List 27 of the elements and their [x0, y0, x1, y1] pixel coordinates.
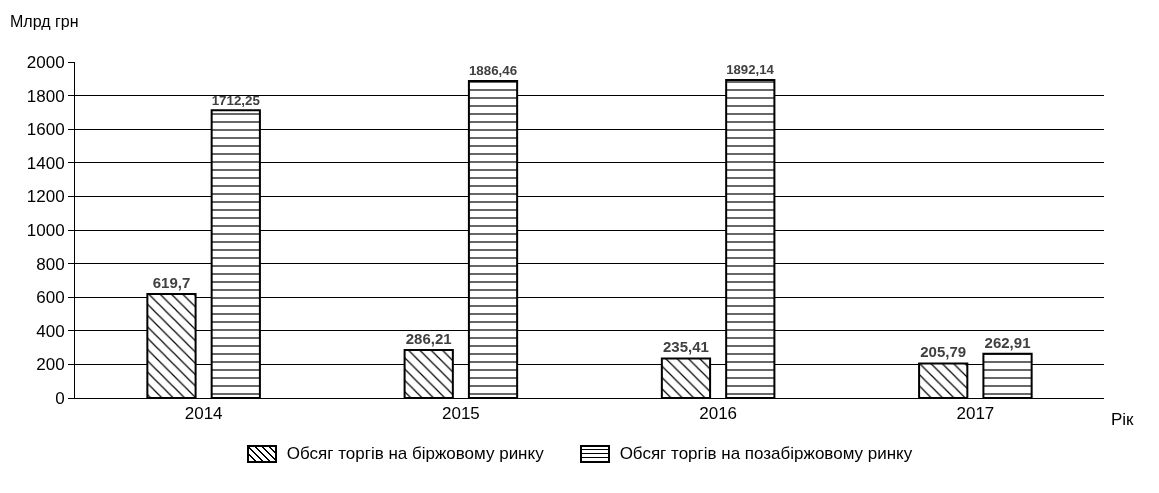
y-tick-label: 800	[36, 254, 65, 274]
data-label: 1892,14	[726, 62, 775, 78]
y-tick-label: 2000	[26, 52, 65, 72]
legend-label: Обсяг торгів на біржовому ринку	[286, 444, 544, 464]
x-axis-title: Рік	[1111, 410, 1135, 429]
data-label: 262,91	[984, 333, 1031, 351]
y-tick-label: 1800	[26, 86, 65, 106]
y-tick-label: 1200	[26, 187, 65, 207]
y-tick-label: 1400	[26, 153, 65, 173]
y-tick-label: 200	[36, 355, 65, 375]
y-tick-label: 1600	[26, 120, 65, 140]
x-tick-label: 2014	[184, 404, 223, 424]
data-label: 205,79	[920, 343, 967, 361]
x-tick-label: 2015	[441, 404, 480, 424]
y-tick-label: 0	[55, 388, 65, 408]
legend-label: Обсяг торгів на позабіржовому ринку	[619, 444, 913, 464]
data-label: 1712,25	[211, 92, 261, 108]
data-label: 235,41	[663, 338, 709, 356]
y-axis-title: Млрд грн	[10, 13, 79, 30]
data-label: 286,21	[405, 329, 452, 347]
y-tick-label: 400	[36, 321, 65, 341]
y-tick-label: 600	[36, 288, 65, 308]
data-label: 1886,46	[468, 63, 518, 79]
y-tick-label: 1000	[26, 220, 65, 240]
x-tick-label: 2017	[956, 404, 995, 424]
x-tick-label: 2016	[699, 404, 738, 424]
data-label: 619,7	[152, 273, 191, 291]
